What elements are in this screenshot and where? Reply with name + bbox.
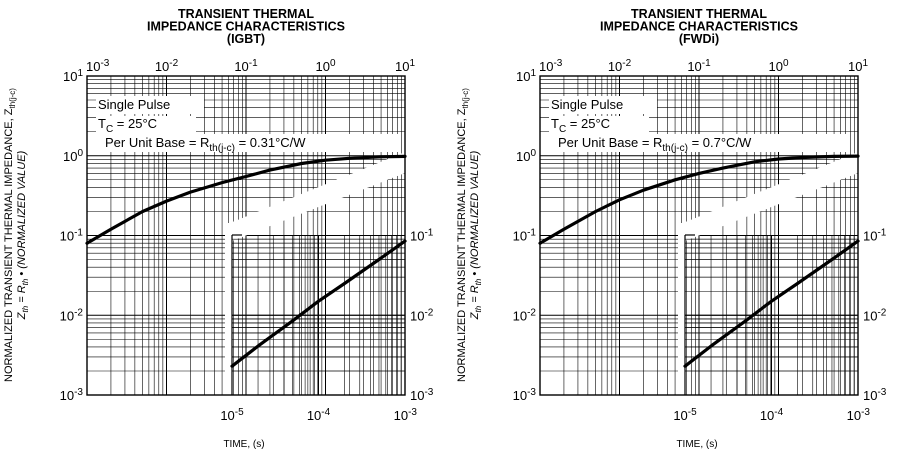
y-tick-label-right: 10-3 — [410, 387, 434, 403]
y-tick-label-left: 101 — [63, 68, 83, 84]
x-tick-label-upper: 10-2 — [155, 58, 179, 74]
x-tick-label-upper: 10-1 — [234, 58, 258, 74]
y-axis-label-line1: NORMALIZED TRANSIENT THERMAL IMPEDANCE, … — [3, 88, 17, 382]
y-tick-label-left: 10-1 — [513, 228, 537, 244]
y-tick-label-right: 10-2 — [410, 307, 434, 323]
x-axis-label: TIME, (s) — [223, 439, 264, 450]
x-tick-label-lower: 10-3 — [394, 407, 418, 423]
y-tick-label-left: 10-3 — [60, 387, 84, 403]
y-tick-label-left: 100 — [63, 148, 83, 164]
y-tick-label-right: 10-2 — [863, 307, 887, 323]
x-tick-label-upper: 101 — [848, 58, 868, 74]
y-axis-label-line2: Zth = Rth • (NORMALIZED VALUE) — [16, 150, 30, 320]
axes-separator — [678, 152, 858, 397]
y-axis-label-line2: Zth = Rth • (NORMALIZED VALUE) — [469, 150, 483, 320]
x-tick-label-upper: 10-2 — [608, 58, 632, 74]
x-tick-label-upper: 10-3 — [86, 58, 110, 74]
x-tick-label-upper: 100 — [315, 58, 335, 74]
y-axis-label: NORMALIZED TRANSIENT THERMAL IMPEDANCE, … — [456, 88, 483, 382]
y-tick-label-left: 10-2 — [513, 307, 537, 323]
x-tick-label-upper: 10-3 — [539, 58, 563, 74]
x-tick-label-upper: 100 — [768, 58, 788, 74]
y-tick-label-left: 10-1 — [60, 228, 84, 244]
y-tick-label-right: 10-1 — [863, 228, 887, 244]
x-tick-label-upper: 10-1 — [687, 58, 711, 74]
y-tick-label-left: 101 — [516, 68, 536, 84]
x-tick-label-lower: 10-4 — [760, 407, 784, 423]
y-axis-label-line1: NORMALIZED TRANSIENT THERMAL IMPEDANCE, … — [456, 88, 470, 382]
x-tick-label-lower: 10-5 — [220, 407, 244, 423]
chart-title-line: (IGBT) — [227, 32, 265, 46]
y-tick-label-left: 10-2 — [60, 307, 84, 323]
axes-separator — [225, 152, 405, 397]
chart-title-line: (FWDi) — [679, 32, 719, 46]
x-axis-label: TIME, (s) — [676, 439, 717, 450]
y-tick-label-right: 10-3 — [863, 387, 887, 403]
annotation-single-pulse: Single Pulse — [551, 97, 623, 112]
y-tick-label-left: 10-3 — [513, 387, 537, 403]
x-tick-label-lower: 10-4 — [307, 407, 331, 423]
x-tick-label-upper: 101 — [395, 58, 415, 74]
y-tick-label-left: 100 — [516, 148, 536, 164]
annotation-single-pulse: Single Pulse — [98, 97, 170, 112]
y-tick-label-right: 10-1 — [410, 228, 434, 244]
y-axis-label: NORMALIZED TRANSIENT THERMAL IMPEDANCE, … — [3, 88, 30, 382]
x-tick-label-lower: 10-3 — [847, 407, 871, 423]
x-tick-label-lower: 10-5 — [673, 407, 697, 423]
